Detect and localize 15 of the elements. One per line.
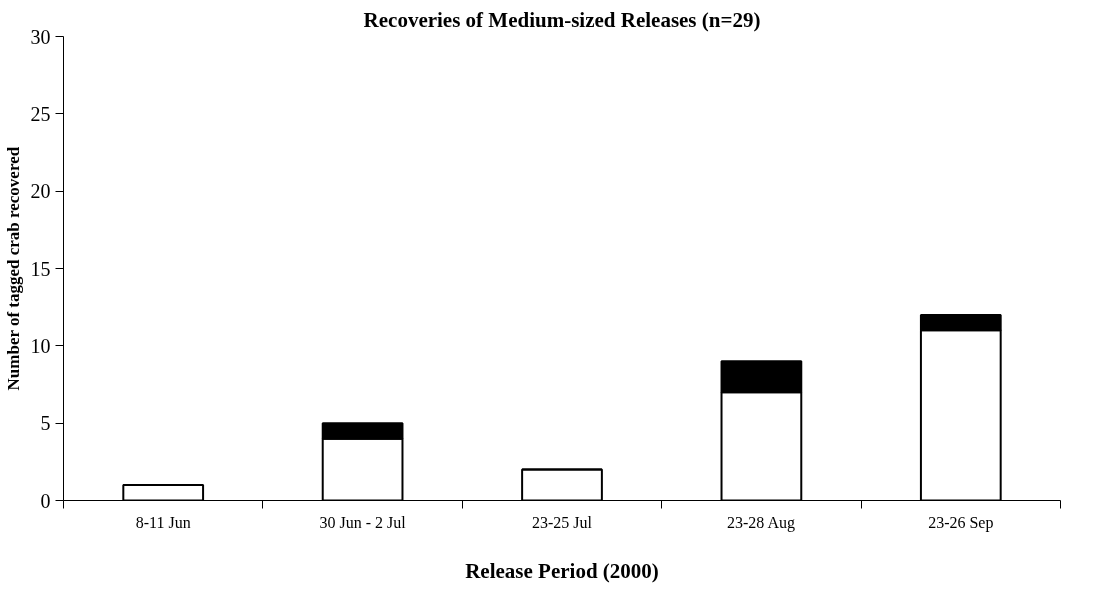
- x-tick-label: 23-28 Aug: [726, 513, 795, 532]
- x-axis-title: Release Period (2000): [465, 558, 659, 583]
- x-tick-label: 30 Jun - 2 Jul: [319, 513, 407, 531]
- y-axis-title: Number of tagged crab recovered: [3, 146, 23, 391]
- y-tick-label: 10: [30, 334, 51, 357]
- y-tick-label: 15: [30, 257, 51, 280]
- x-tick-label: 23-25 Jul: [532, 513, 593, 531]
- y-tick-label: 25: [30, 102, 51, 125]
- y-tick-label: 20: [30, 180, 51, 203]
- x-tick-label: 8-11 Jun: [135, 513, 191, 531]
- y-tick-label: 5: [40, 412, 51, 435]
- y-tick-label: 0: [40, 489, 51, 512]
- y-tick-label: 30: [30, 25, 51, 48]
- x-tick-label: 23-26 Sep: [928, 513, 994, 532]
- chart-title: Recoveries of Medium-sized Releases (n=29): [363, 7, 761, 32]
